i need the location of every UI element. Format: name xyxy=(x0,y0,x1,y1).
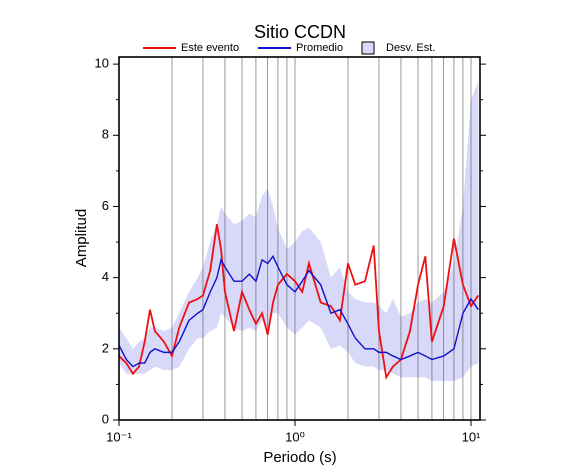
legend-label: Desv. Est. xyxy=(386,42,435,54)
legend-label: Promedio xyxy=(296,42,343,54)
y-tick-label: 2 xyxy=(102,340,109,355)
legend-swatch xyxy=(361,41,375,55)
y-tick-label: 4 xyxy=(102,269,109,284)
y-tick-label: 6 xyxy=(102,198,109,213)
std-band xyxy=(119,81,479,381)
y-tick-label: 0 xyxy=(102,411,109,426)
chart-title: Sitio CCDN xyxy=(254,22,346,42)
legend-label: Este evento xyxy=(181,42,239,54)
x-tick-label: 10⁻¹ xyxy=(106,429,132,444)
line-series xyxy=(118,254,479,368)
y-tick-label: 10 xyxy=(95,56,109,71)
y-tick-label: 8 xyxy=(102,127,109,142)
plot-frame xyxy=(118,56,481,421)
x-tick-label: 10⁰ xyxy=(285,429,305,444)
x-tick-label: 10¹ xyxy=(462,429,481,444)
line-series xyxy=(118,224,480,380)
y-axis-label: Amplitud xyxy=(73,209,90,267)
x-axis-label: Periodo (s) xyxy=(263,449,336,466)
